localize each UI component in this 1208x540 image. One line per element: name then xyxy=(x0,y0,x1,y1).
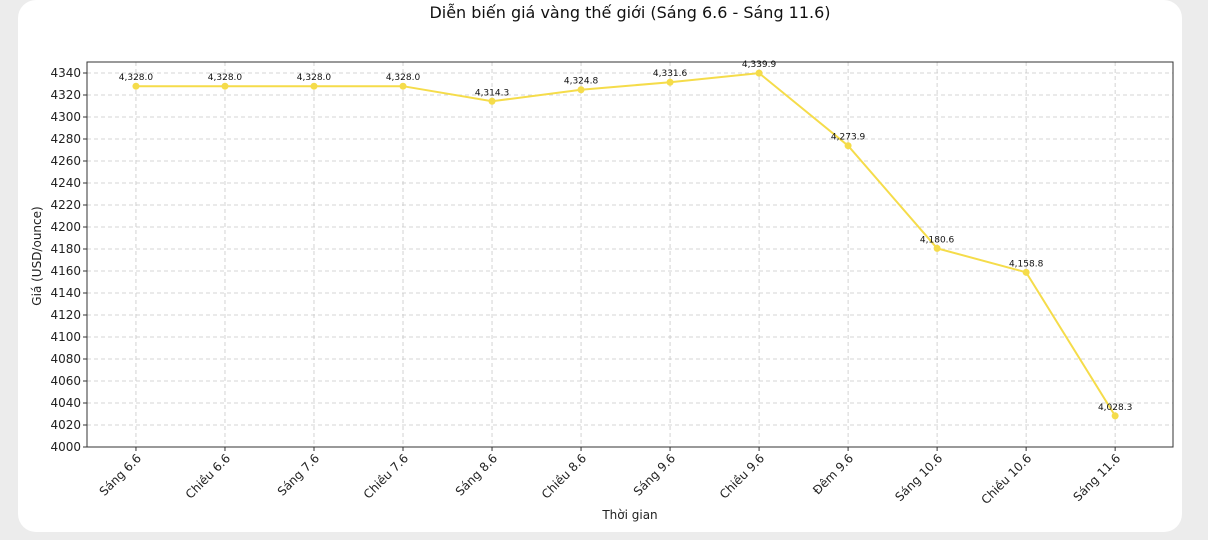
data-label: 4,328.0 xyxy=(297,73,332,83)
data-point xyxy=(1022,268,1030,276)
data-label: 4,314.3 xyxy=(475,88,509,98)
y-tick-label: 4100 xyxy=(50,330,81,344)
data-point xyxy=(310,82,318,90)
y-tick-label: 4320 xyxy=(50,88,81,102)
x-tick-label: Chiều 7.6 xyxy=(361,451,411,501)
x-tick-label: Chiều 6.6 xyxy=(183,451,233,501)
y-tick-label: 4120 xyxy=(50,308,81,322)
data-label: 4,324.8 xyxy=(564,77,599,87)
x-tick-label: Sáng 10.6 xyxy=(892,451,945,504)
series-line xyxy=(135,72,1116,417)
y-tick-label: 4340 xyxy=(50,66,81,80)
chart-title: Diễn biến giá vàng thế giới (Sáng 6.6 - … xyxy=(429,3,830,22)
y-tick-label: 4300 xyxy=(50,110,81,124)
y-tick-label: 4200 xyxy=(50,220,81,234)
x-tick-label: Sáng 7.6 xyxy=(275,451,322,498)
y-axis: 4000 4020 4040 4060 4080 4100 4120 4140 4160 4180… xyxy=(50,66,87,454)
x-axis-label: Thời gian xyxy=(601,508,657,522)
data-point xyxy=(399,82,407,90)
y-tick-label: 4260 xyxy=(50,154,81,168)
y-axis-label: Giá (USD/ounce) xyxy=(30,206,44,305)
data-label: 4,180.6 xyxy=(920,235,955,245)
y-tick-label: 4140 xyxy=(50,286,81,300)
y-tick-label: 4000 xyxy=(50,440,81,454)
data-point xyxy=(577,86,585,94)
data-point xyxy=(488,97,496,105)
data-label: 4,328.0 xyxy=(119,73,154,83)
data-label: 4,028.3 xyxy=(1098,403,1132,413)
y-tick-label: 4160 xyxy=(50,264,81,278)
y-tick-label: 4080 xyxy=(50,352,81,366)
y-tick-label: 4240 xyxy=(50,176,81,190)
x-tick-label: Sáng 8.6 xyxy=(453,451,500,498)
x-tick-label: Sáng 11.6 xyxy=(1070,451,1123,504)
data-label: 4,273.9 xyxy=(831,133,866,143)
x-tick-label: Sáng 6.6 xyxy=(97,451,144,498)
x-tick-label: Đêm 9.6 xyxy=(810,451,856,497)
x-tick-label: Chiều 10.6 xyxy=(978,451,1034,507)
x-axis: Sáng 6.6 Chiều 6.6 Sáng 7.6 Chiều 7.6 Sáng 8… xyxy=(97,447,1123,507)
data-point xyxy=(933,244,941,252)
data-point xyxy=(221,82,229,90)
x-tick-label: Chiều 9.6 xyxy=(717,451,767,501)
y-tick-label: 4220 xyxy=(50,198,81,212)
data-points xyxy=(132,69,1119,420)
data-point xyxy=(1111,412,1119,420)
x-tick-label: Sáng 9.6 xyxy=(631,451,678,498)
y-tick-label: 4040 xyxy=(50,396,81,410)
data-label: 4,328.0 xyxy=(208,73,243,83)
y-tick-label: 4280 xyxy=(50,132,81,146)
plot-area xyxy=(86,61,1174,448)
y-tick-label: 4060 xyxy=(50,374,81,388)
data-point xyxy=(666,78,674,86)
x-tick-label: Chiều 8.6 xyxy=(539,451,589,501)
y-tick-label: 4180 xyxy=(50,242,81,256)
data-labels: 4,328.0 4,328.0 4,328.0 4,328.0 4,314.3 4,324… xyxy=(119,60,1133,413)
data-label: 4,331.6 xyxy=(653,69,688,79)
data-label: 4,158.8 xyxy=(1009,259,1044,269)
y-tick-label: 4020 xyxy=(50,418,81,432)
data-label: 4,339.9 xyxy=(742,60,777,70)
data-point xyxy=(132,82,140,90)
grid-layer xyxy=(87,62,1173,448)
data-label: 4,328.0 xyxy=(386,73,421,83)
data-point xyxy=(844,142,852,150)
data-point xyxy=(755,69,763,77)
